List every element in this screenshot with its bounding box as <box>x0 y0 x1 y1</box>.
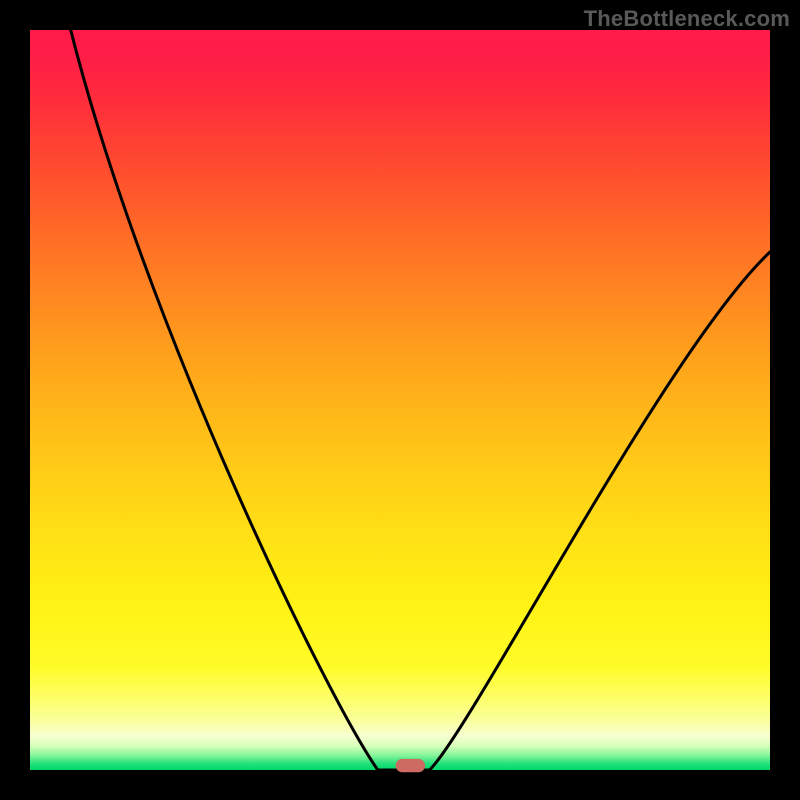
optimal-marker <box>396 759 426 772</box>
chart-stage: TheBottleneck.com <box>0 0 800 800</box>
bottleneck-chart <box>0 0 800 800</box>
